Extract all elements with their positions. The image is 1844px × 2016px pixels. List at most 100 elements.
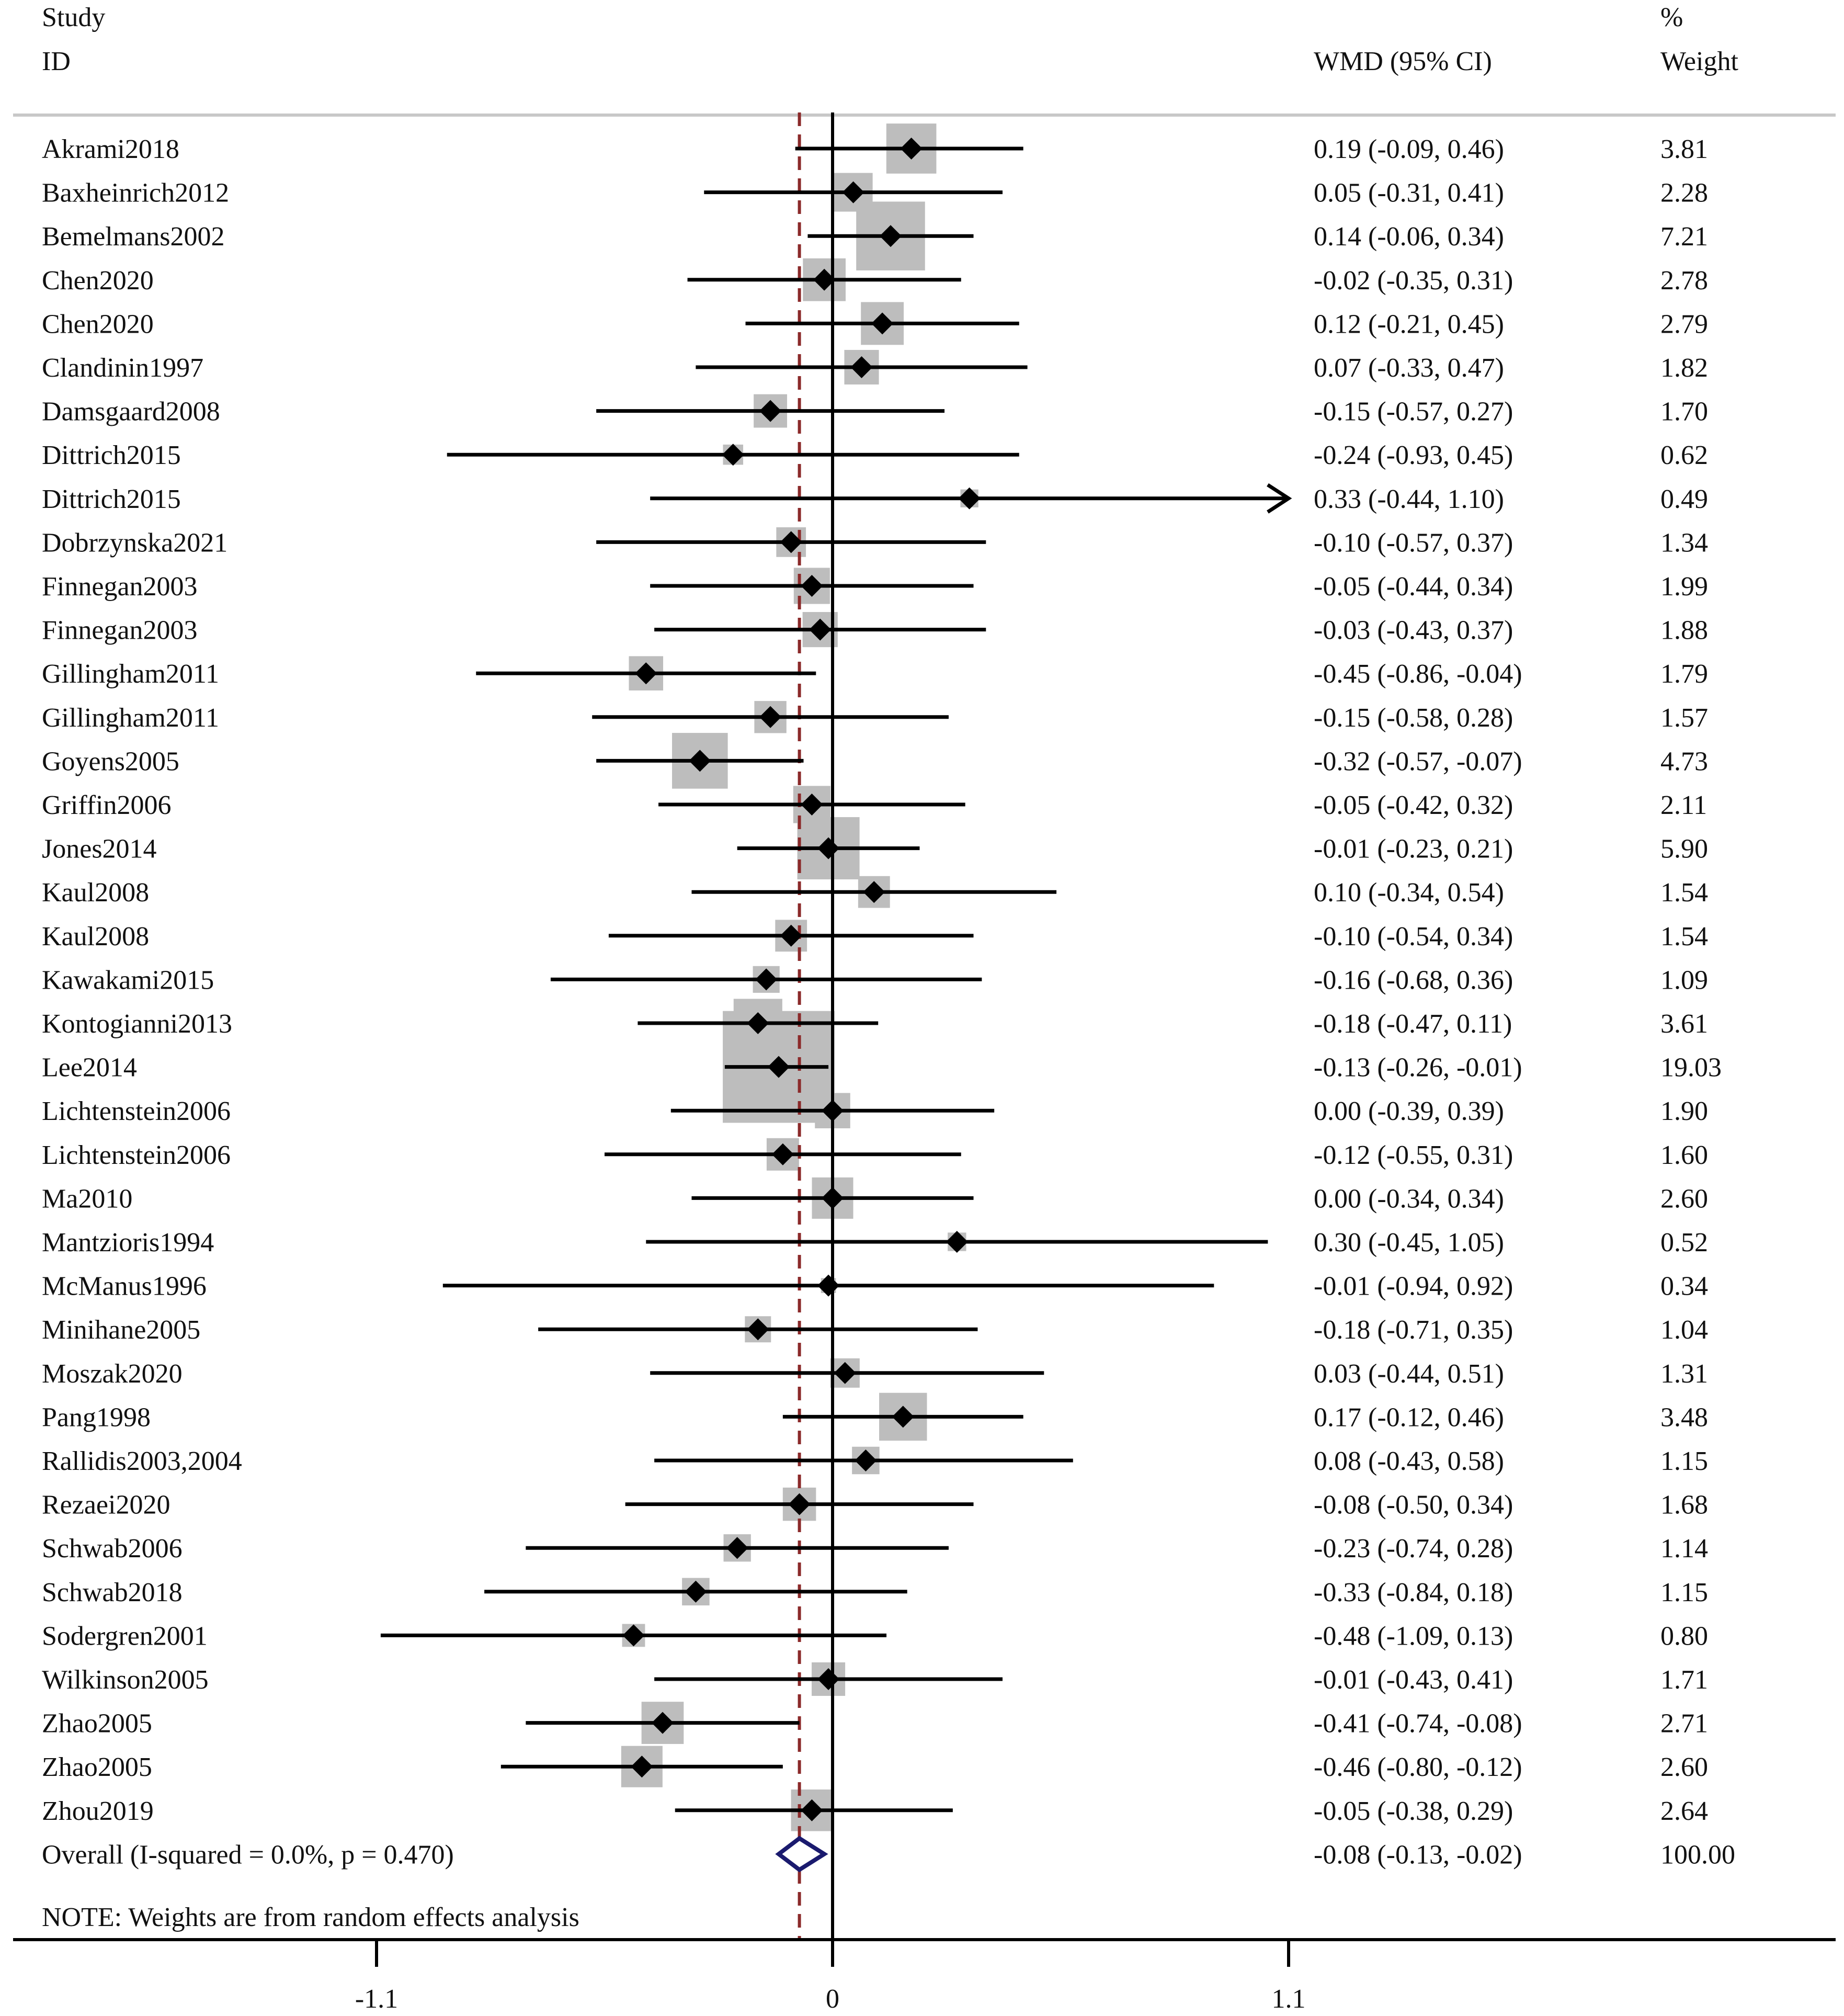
point-estimate bbox=[635, 662, 657, 685]
point-estimate bbox=[892, 1406, 914, 1428]
study-ci: -0.16 (-0.68, 0.36) bbox=[1314, 965, 1513, 995]
study-weight: 2.64 bbox=[1660, 1796, 1708, 1826]
study-ci: 0.08 (-0.43, 0.58) bbox=[1314, 1446, 1504, 1476]
study-weight: 1.14 bbox=[1660, 1534, 1708, 1564]
study-weight: 3.61 bbox=[1660, 1009, 1708, 1039]
study-weight: 4.73 bbox=[1660, 746, 1708, 776]
x-tick-label: 0 bbox=[826, 1984, 839, 2014]
study-weight: 1.82 bbox=[1660, 353, 1708, 383]
point-estimate bbox=[801, 1799, 823, 1821]
study-ci: 0.10 (-0.34, 0.54) bbox=[1314, 878, 1504, 908]
study-ci: -0.12 (-0.55, 0.31) bbox=[1314, 1140, 1513, 1170]
study-id: Pang1998 bbox=[42, 1402, 151, 1432]
point-estimate bbox=[871, 312, 894, 335]
study-ci: 0.30 (-0.45, 1.05) bbox=[1314, 1228, 1504, 1258]
study-weight: 1.79 bbox=[1660, 659, 1708, 689]
study-weight: 5.90 bbox=[1660, 834, 1708, 864]
study-weight: 1.15 bbox=[1660, 1446, 1708, 1476]
point-estimate bbox=[801, 575, 823, 597]
study-weight: 1.68 bbox=[1660, 1490, 1708, 1520]
study-ci: -0.45 (-0.86, -0.04) bbox=[1314, 659, 1522, 689]
study-ci: -0.01 (-0.94, 0.92) bbox=[1314, 1272, 1513, 1301]
study-weight: 1.70 bbox=[1660, 397, 1708, 427]
point-estimate bbox=[834, 1362, 856, 1384]
study-weight: 1.04 bbox=[1660, 1315, 1708, 1345]
study-weight: 0.34 bbox=[1660, 1272, 1708, 1301]
study-id: Akrami2018 bbox=[42, 134, 179, 164]
study-ci: 0.05 (-0.31, 0.41) bbox=[1314, 178, 1504, 208]
study-ci: 0.07 (-0.33, 0.47) bbox=[1314, 353, 1504, 383]
point-estimate bbox=[622, 1624, 645, 1647]
point-estimate bbox=[788, 1493, 811, 1515]
study-id: Griffin2006 bbox=[42, 790, 171, 820]
point-estimate bbox=[958, 487, 981, 509]
overall-ci: -0.08 (-0.13, -0.02) bbox=[1314, 1840, 1522, 1870]
study-ci: -0.05 (-0.38, 0.29) bbox=[1314, 1796, 1513, 1826]
study-weight: 2.60 bbox=[1660, 1184, 1708, 1214]
point-estimate bbox=[747, 1012, 769, 1034]
study-id: Gillingham2011 bbox=[42, 659, 219, 689]
point-estimate bbox=[822, 1187, 844, 1209]
study-weight: 1.09 bbox=[1660, 965, 1708, 995]
study-id: Dittrich2015 bbox=[42, 484, 181, 514]
study-id: Kontogianni2013 bbox=[42, 1009, 232, 1039]
study-ci: -0.13 (-0.26, -0.01) bbox=[1314, 1053, 1522, 1083]
study-id: Minihane2005 bbox=[42, 1315, 200, 1345]
study-id: Rallidis2003,2004 bbox=[42, 1446, 242, 1476]
study-weight: 1.90 bbox=[1660, 1096, 1708, 1126]
study-ci: -0.01 (-0.23, 0.21) bbox=[1314, 834, 1513, 864]
study-id: Zhao2005 bbox=[42, 1709, 152, 1739]
point-estimate bbox=[850, 356, 873, 378]
ci-arrow bbox=[1267, 483, 1292, 514]
point-estimate bbox=[631, 1755, 653, 1778]
point-estimate bbox=[689, 750, 711, 772]
study-weight: 1.99 bbox=[1660, 572, 1708, 602]
study-id: Lichtenstein2006 bbox=[42, 1096, 231, 1126]
header-effect: WMD (95% CI) bbox=[1314, 47, 1492, 76]
point-estimate bbox=[809, 618, 832, 641]
study-ci: -0.10 (-0.57, 0.37) bbox=[1314, 528, 1513, 558]
point-estimate bbox=[771, 1143, 794, 1165]
point-estimate bbox=[863, 881, 885, 903]
study-id: Sodergren2001 bbox=[42, 1621, 208, 1651]
study-id: Goyens2005 bbox=[42, 746, 179, 776]
study-id: Gillingham2011 bbox=[42, 703, 219, 733]
header-weight: Weight bbox=[1660, 47, 1738, 76]
study-weight: 7.21 bbox=[1660, 222, 1708, 252]
study-ci: -0.18 (-0.71, 0.35) bbox=[1314, 1315, 1513, 1345]
study-ci: -0.41 (-0.74, -0.08) bbox=[1314, 1709, 1522, 1739]
study-weight: 1.34 bbox=[1660, 528, 1708, 558]
point-estimate bbox=[767, 1056, 790, 1078]
study-weight: 3.81 bbox=[1660, 134, 1708, 164]
row-labels: Akrami2018 0.19 (-0.09, 0.46) 3.81 Baxheinr… bbox=[42, 134, 1735, 1870]
study-weight: 0.52 bbox=[1660, 1228, 1708, 1258]
overall-weight: 100.00 bbox=[1660, 1840, 1735, 1870]
header-id: ID bbox=[42, 47, 71, 76]
header-weight-percent: % bbox=[1660, 3, 1683, 32]
study-ci: -0.33 (-0.84, 0.18) bbox=[1314, 1578, 1513, 1607]
study-id: Baxheinrich2012 bbox=[42, 178, 229, 208]
study-weight: 1.31 bbox=[1660, 1359, 1708, 1389]
study-id: Kaul2008 bbox=[42, 922, 149, 952]
study-id: Zhou2019 bbox=[42, 1796, 154, 1826]
study-id: Lichtenstein2006 bbox=[42, 1140, 231, 1170]
study-ci: 0.03 (-0.44, 0.51) bbox=[1314, 1359, 1504, 1389]
study-ci: -0.23 (-0.74, 0.28) bbox=[1314, 1534, 1513, 1564]
point-estimate bbox=[855, 1449, 877, 1471]
point-estimate bbox=[780, 924, 802, 947]
point-estimate bbox=[759, 400, 782, 422]
point-estimate bbox=[946, 1231, 968, 1253]
overall-label: Overall (I-squared = 0.0%, p = 0.470) bbox=[42, 1840, 454, 1870]
study-id: Chen2020 bbox=[42, 309, 154, 339]
x-tick-label: 1.1 bbox=[1272, 1984, 1306, 2014]
study-weight: 1.71 bbox=[1660, 1665, 1708, 1695]
study-ci: -0.15 (-0.57, 0.27) bbox=[1314, 397, 1513, 427]
study-id: Mantzioris1994 bbox=[42, 1228, 214, 1258]
study-weight: 0.62 bbox=[1660, 440, 1708, 470]
study-weight: 0.49 bbox=[1660, 484, 1708, 514]
study-id: Wilkinson2005 bbox=[42, 1665, 209, 1695]
study-ci: -0.01 (-0.43, 0.41) bbox=[1314, 1665, 1513, 1695]
study-id: Jones2014 bbox=[42, 834, 157, 864]
study-weight: 2.60 bbox=[1660, 1752, 1708, 1782]
point-estimate bbox=[685, 1580, 707, 1603]
